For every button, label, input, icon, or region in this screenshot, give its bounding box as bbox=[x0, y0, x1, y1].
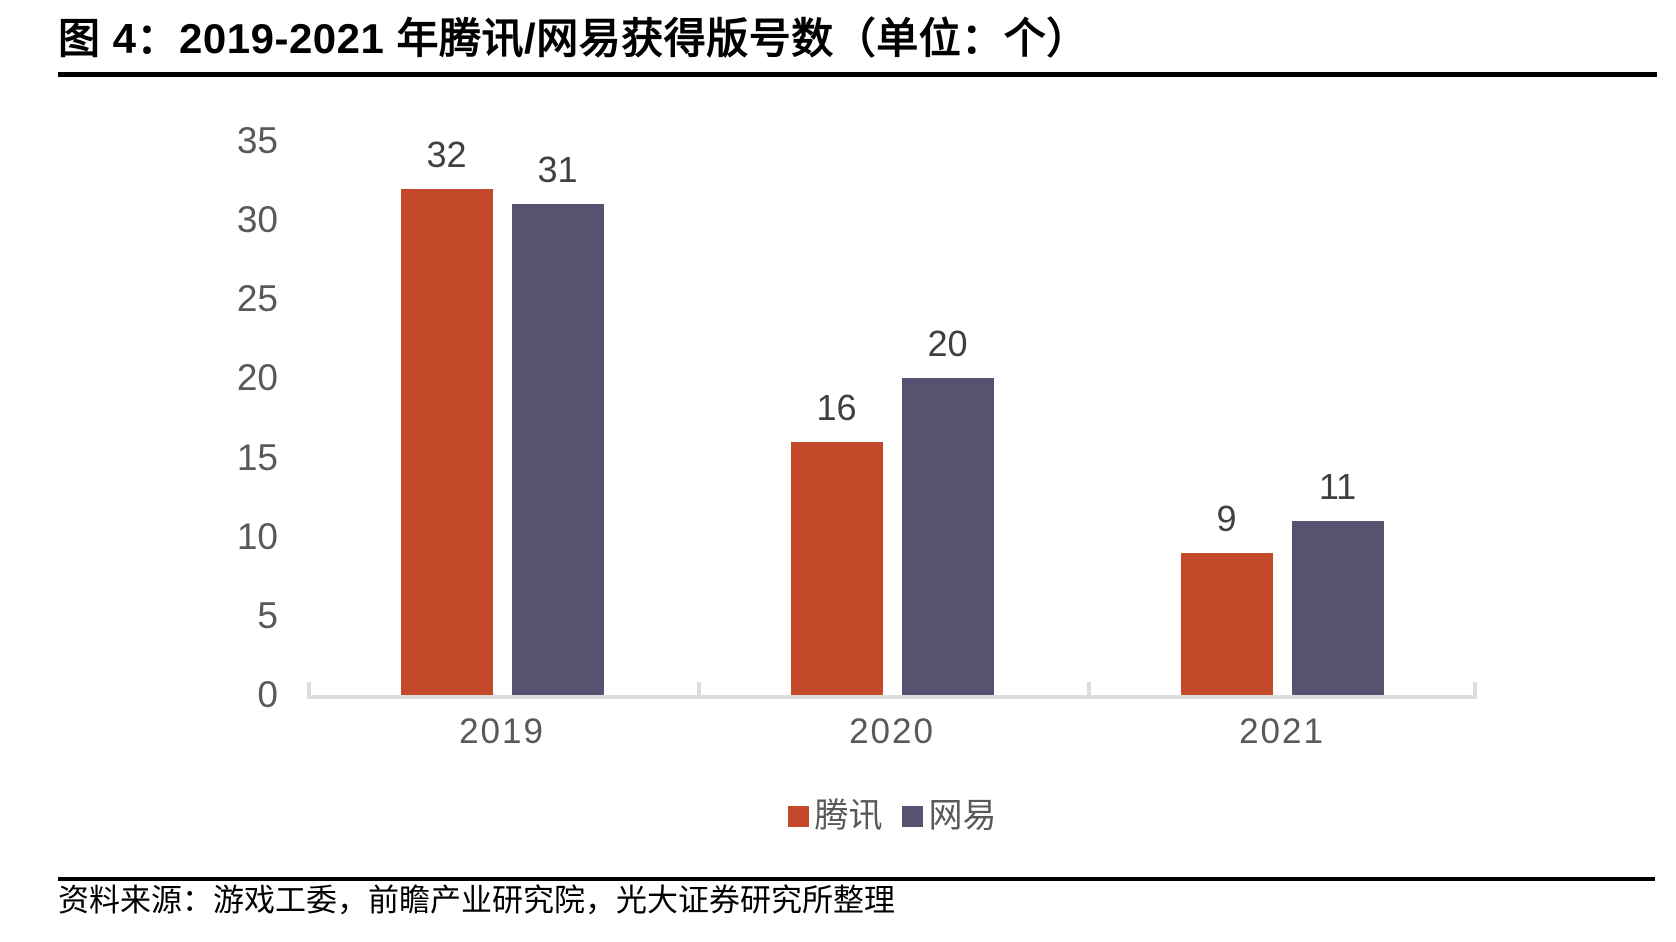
plot-area: 32 31 16 20 9 11 bbox=[307, 136, 1477, 699]
y-axis: 0 5 10 15 20 25 30 35 bbox=[168, 122, 278, 713]
y-tick-label: 30 bbox=[236, 199, 278, 241]
x-axis-label: 2020 bbox=[849, 712, 935, 751]
x-axis-tick bbox=[1473, 682, 1477, 695]
bar-unit: 11 bbox=[1291, 465, 1384, 695]
y-tick-label: 5 bbox=[257, 594, 278, 636]
source-note: 资料来源：游戏工委，前瞻产业研究院，光大证券研究所整理 bbox=[58, 883, 895, 918]
bar-unit: 16 bbox=[790, 386, 883, 695]
x-axis-labels: 2019 2020 2021 bbox=[307, 714, 1477, 749]
legend-item-网易: 网易 bbox=[901, 797, 997, 835]
bar-网易-2019 bbox=[511, 204, 604, 695]
y-tick-label: 0 bbox=[257, 674, 278, 715]
y-tick-label: 25 bbox=[236, 278, 278, 320]
legend-label: 网易 bbox=[928, 797, 997, 835]
bar-腾讯-2020 bbox=[790, 441, 883, 695]
bar-网易-2021 bbox=[1291, 520, 1384, 695]
legend-swatch bbox=[787, 805, 809, 827]
x-axis-line bbox=[307, 695, 1477, 699]
data-label: 31 bbox=[537, 149, 578, 191]
bar-unit: 20 bbox=[901, 323, 994, 695]
data-label: 11 bbox=[1318, 465, 1357, 507]
x-axis-label: 2019 bbox=[459, 712, 545, 751]
data-label: 32 bbox=[426, 133, 467, 175]
y-tick-label: 35 bbox=[236, 120, 278, 161]
bar-网易-2020 bbox=[901, 378, 994, 695]
title-underline bbox=[58, 72, 1657, 77]
bar-unit: 9 bbox=[1180, 497, 1273, 695]
y-tick-label: 15 bbox=[236, 436, 278, 478]
x-axis-tick bbox=[307, 682, 311, 695]
footer-rule bbox=[58, 877, 1655, 881]
data-label: 20 bbox=[927, 323, 968, 365]
data-label: 16 bbox=[816, 386, 857, 428]
x-axis-label: 2021 bbox=[1239, 712, 1325, 751]
bar-unit: 31 bbox=[511, 149, 604, 695]
legend-label: 腾讯 bbox=[814, 797, 883, 835]
chart-legend: 腾讯 网易 bbox=[307, 799, 1477, 833]
bar-group-2019: 32 31 bbox=[307, 136, 697, 695]
y-tick-label: 20 bbox=[236, 357, 278, 399]
bar-unit: 32 bbox=[400, 133, 493, 695]
data-label: 9 bbox=[1216, 497, 1237, 539]
legend-swatch bbox=[901, 805, 923, 827]
x-axis-tick bbox=[1087, 682, 1091, 695]
y-tick-label: 10 bbox=[236, 515, 278, 557]
bar-腾讯-2019 bbox=[400, 188, 493, 695]
x-axis-tick bbox=[697, 682, 701, 695]
bar-group-2021: 9 11 bbox=[1087, 141, 1477, 695]
bar-腾讯-2021 bbox=[1180, 552, 1273, 695]
legend-item-腾讯: 腾讯 bbox=[787, 797, 883, 835]
bar-group-2020: 16 20 bbox=[697, 141, 1087, 695]
figure-title: 图 4：2019-2021 年腾讯/网易获得版号数（单位：个） bbox=[58, 15, 1089, 62]
